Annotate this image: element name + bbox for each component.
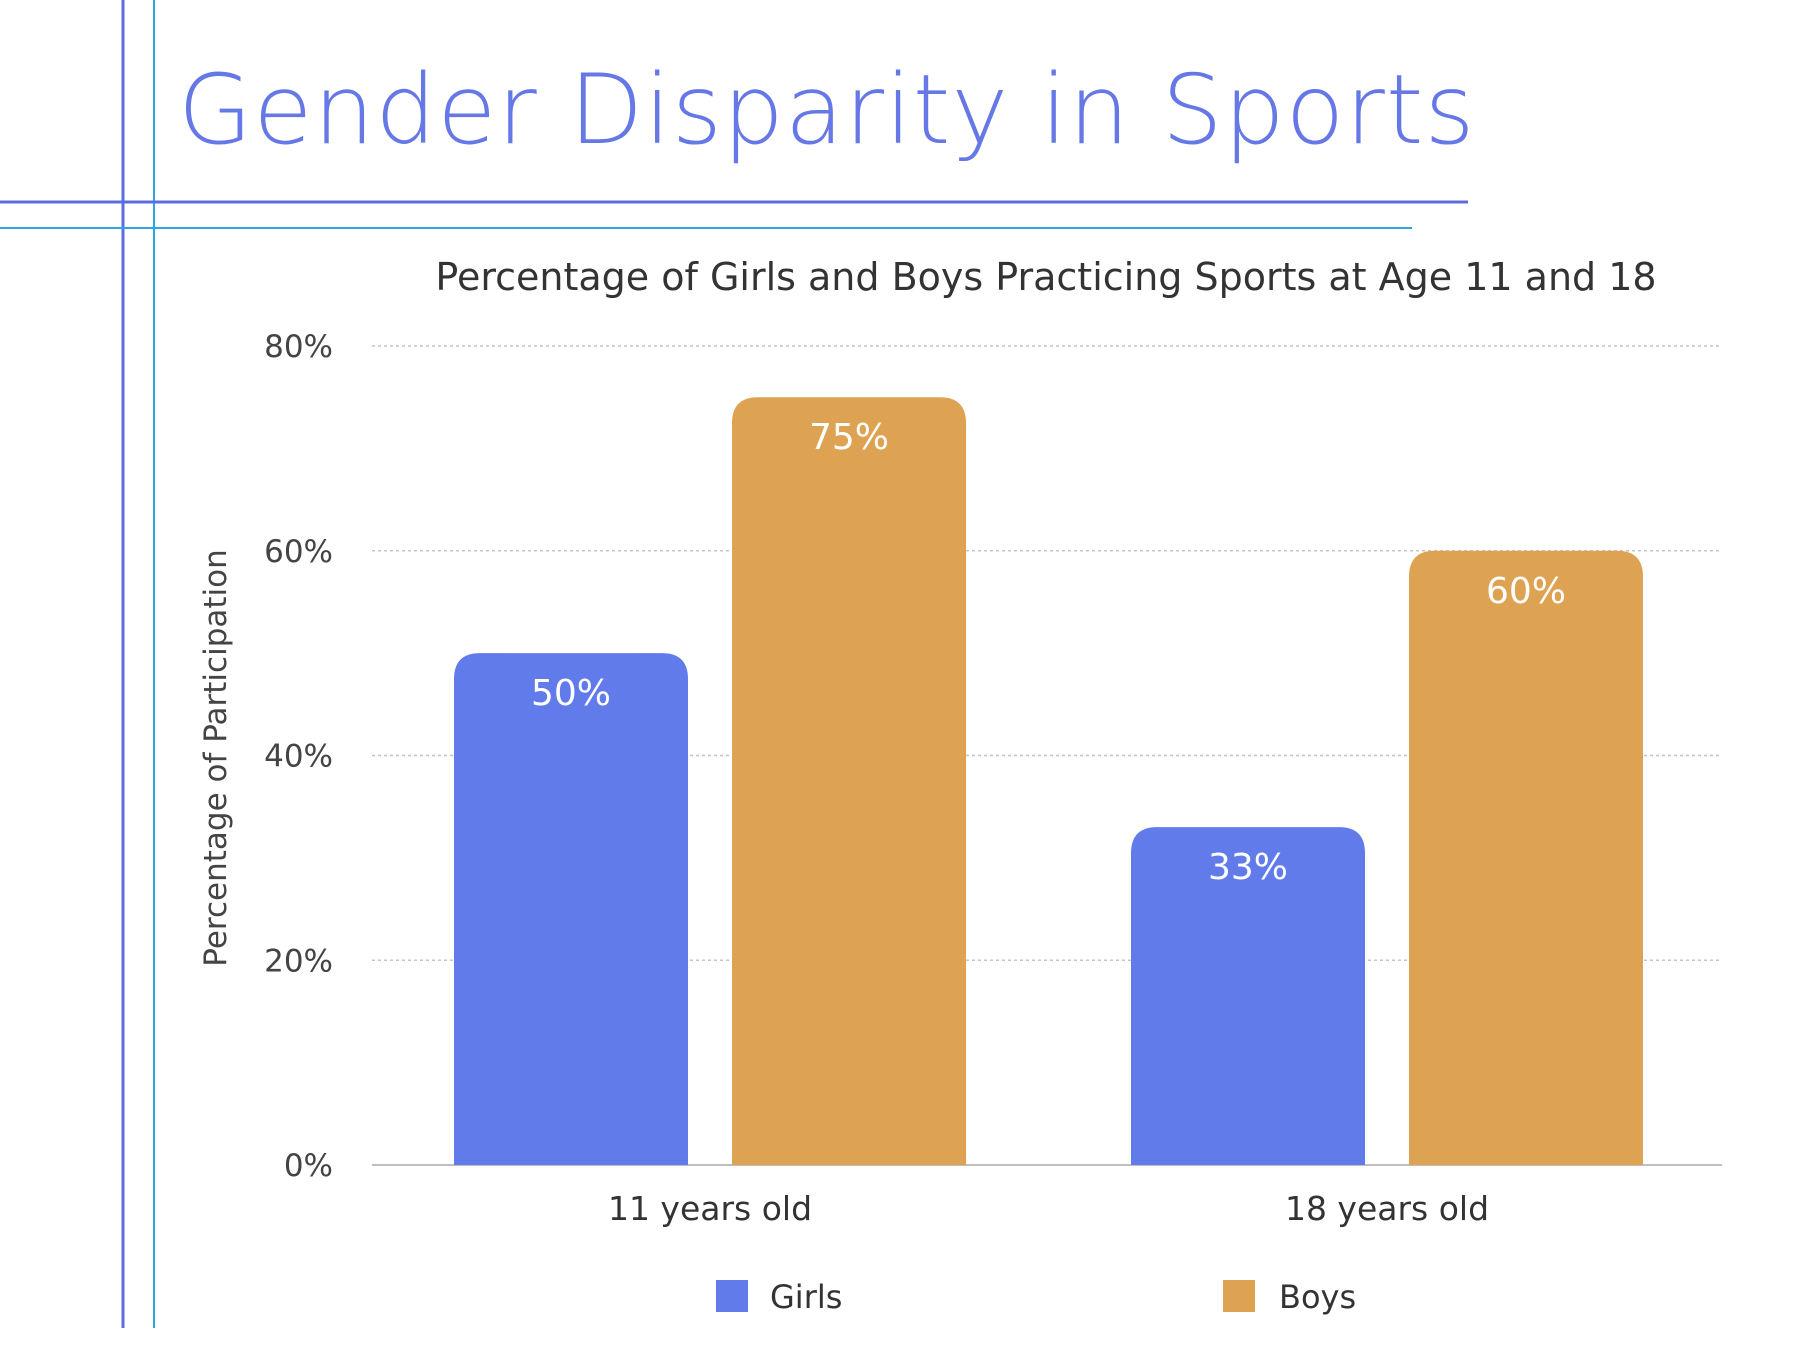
y-tick-label: 0% (284, 1148, 333, 1184)
bar-value-label: 75% (809, 417, 889, 458)
bar-value-label: 50% (531, 673, 611, 714)
x-tick-label: 11 years old (608, 1189, 812, 1228)
y-tick-label: 60% (264, 534, 333, 570)
bar-boys (732, 397, 966, 1165)
bars (454, 397, 1643, 1165)
y-axis-label: Percentage of Participation (198, 549, 234, 967)
legend-label-girls: Girls (770, 1278, 842, 1316)
x-tick-label: 18 years old (1285, 1189, 1489, 1228)
chart-title: Percentage of Girls and Boys Practicing … (435, 255, 1656, 299)
bar-value-label: 33% (1208, 847, 1288, 888)
y-tick-label: 20% (264, 943, 333, 979)
legend: Girls Boys (716, 1278, 1356, 1316)
bar-girls (454, 653, 688, 1165)
y-tick-label: 80% (264, 329, 333, 365)
legend-label-boys: Boys (1279, 1278, 1356, 1316)
legend-swatch-boys (1223, 1280, 1255, 1312)
data-labels: 50% 75% 33% 60% (531, 417, 1566, 888)
y-tick-label: 40% (264, 739, 333, 775)
bar-boys (1409, 550, 1643, 1165)
tick-labels: 0% 20% 40% 60% 80% 11 years old 18 years old (264, 329, 1489, 1228)
page-title: Gender Disparity in Sports (178, 54, 1476, 166)
bar-value-label: 60% (1486, 571, 1566, 612)
bar-girls (1131, 827, 1365, 1165)
legend-swatch-girls (716, 1280, 748, 1312)
